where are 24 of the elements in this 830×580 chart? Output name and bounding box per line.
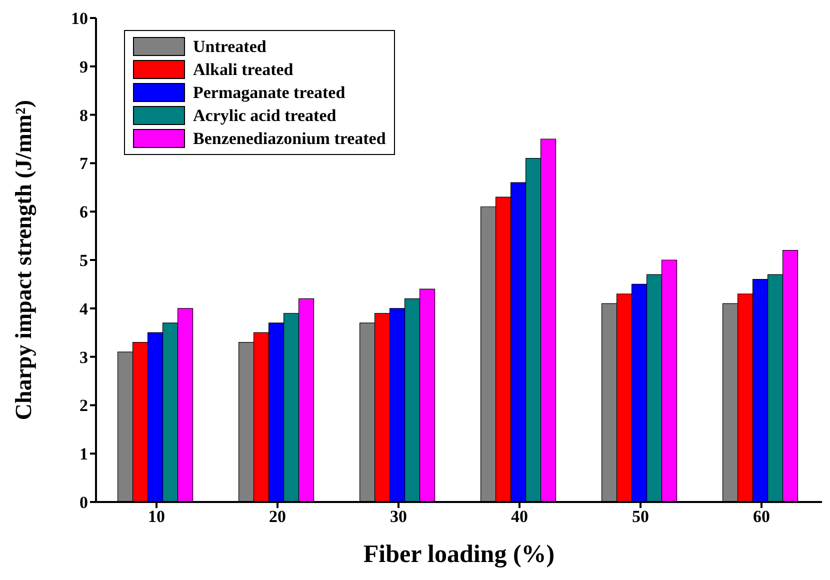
y-tick-label: 3 bbox=[80, 348, 88, 367]
legend-label: Alkali treated bbox=[193, 60, 294, 80]
x-tick-label: 40 bbox=[511, 507, 528, 526]
legend-label: Acrylic acid treated bbox=[193, 106, 336, 126]
legend-label: Permaganate treated bbox=[193, 82, 346, 102]
y-tick-label: 0 bbox=[80, 493, 88, 512]
y-tick-label: 4 bbox=[80, 299, 88, 318]
y-tick-label: 10 bbox=[71, 9, 88, 28]
y-tick-label: 2 bbox=[80, 396, 88, 416]
legend-label: Untreated bbox=[193, 36, 266, 56]
x-tick-label: 20 bbox=[269, 507, 286, 526]
y-tick-label: 5 bbox=[80, 251, 88, 270]
x-tick-label: 10 bbox=[148, 507, 165, 526]
x-tick-label: 60 bbox=[753, 507, 770, 526]
y-tick-label: 1 bbox=[80, 444, 88, 464]
y-tick-label: 6 bbox=[80, 202, 88, 222]
x-axis-title: Fiber loading (%) bbox=[363, 541, 555, 568]
legend-label: Benzenediazonium treated bbox=[193, 128, 386, 148]
y-tick-label: 8 bbox=[80, 106, 88, 125]
x-tick-label: 50 bbox=[632, 507, 649, 526]
y-tick-label: 9 bbox=[80, 57, 88, 76]
y-tick-label: 7 bbox=[80, 154, 88, 174]
y-axis-title: Charpy impact strength (J/mm²) bbox=[11, 100, 38, 420]
x-tick-label: 30 bbox=[390, 507, 407, 526]
